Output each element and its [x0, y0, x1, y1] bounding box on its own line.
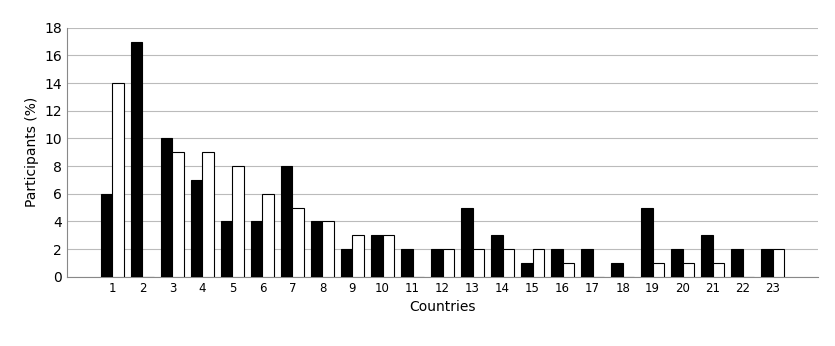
Bar: [563, 263, 574, 277]
Bar: [352, 235, 364, 277]
Bar: [262, 194, 274, 277]
Bar: [473, 249, 484, 277]
Bar: [341, 249, 352, 277]
Bar: [533, 249, 544, 277]
Bar: [772, 249, 784, 277]
Bar: [713, 263, 724, 277]
Bar: [641, 208, 653, 277]
Bar: [311, 221, 322, 277]
Bar: [101, 194, 113, 277]
Bar: [172, 152, 184, 277]
X-axis label: Countries: Countries: [409, 300, 476, 314]
Bar: [191, 180, 202, 277]
Bar: [232, 166, 244, 277]
Bar: [461, 208, 473, 277]
Bar: [731, 249, 742, 277]
Bar: [292, 208, 304, 277]
Bar: [521, 263, 533, 277]
Bar: [762, 249, 772, 277]
Bar: [581, 249, 593, 277]
Bar: [653, 263, 664, 277]
Bar: [401, 249, 412, 277]
Bar: [701, 235, 713, 277]
Bar: [161, 138, 172, 277]
Bar: [503, 249, 514, 277]
Bar: [611, 263, 623, 277]
Bar: [221, 221, 232, 277]
Bar: [131, 42, 143, 277]
Bar: [491, 235, 503, 277]
Bar: [202, 152, 214, 277]
Bar: [683, 263, 694, 277]
Bar: [251, 221, 262, 277]
Bar: [671, 249, 683, 277]
Bar: [371, 235, 382, 277]
Bar: [551, 249, 563, 277]
Y-axis label: Participants (%): Participants (%): [25, 97, 38, 207]
Bar: [443, 249, 454, 277]
Bar: [382, 235, 394, 277]
Bar: [113, 83, 124, 277]
Bar: [431, 249, 443, 277]
Bar: [322, 221, 334, 277]
Bar: [281, 166, 292, 277]
